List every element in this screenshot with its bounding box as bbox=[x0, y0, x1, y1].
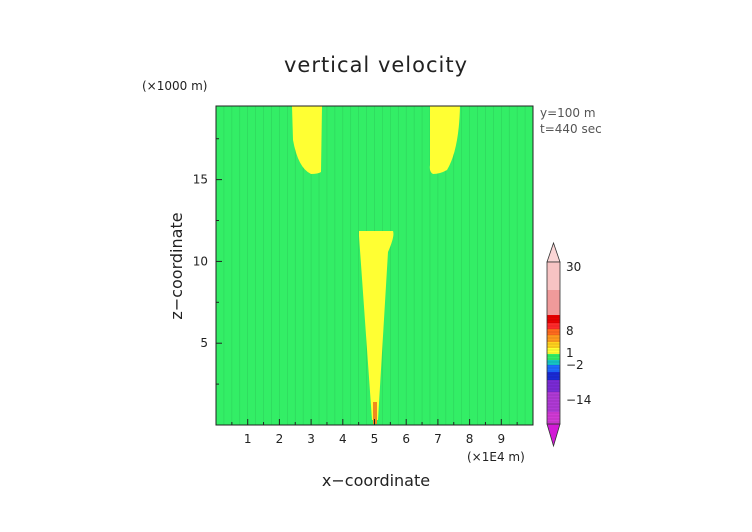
colorbar-band bbox=[547, 360, 560, 365]
colorbar-band bbox=[547, 392, 560, 412]
y-tick-label: 5 bbox=[200, 336, 208, 350]
colorbar-band bbox=[547, 348, 560, 354]
central-column-core bbox=[373, 402, 377, 424]
y-unit-label: (×1000 m) bbox=[142, 79, 207, 93]
upper-right-plume bbox=[429, 106, 460, 174]
y-tick-label: 15 bbox=[193, 173, 208, 187]
x-tick-label: 9 bbox=[497, 432, 505, 446]
central-column bbox=[359, 231, 394, 420]
colorbar-band bbox=[547, 372, 560, 380]
colorbar-top-cap bbox=[546, 241, 561, 263]
colorbar-band bbox=[547, 354, 560, 360]
colorbar-band bbox=[547, 365, 560, 372]
x-axis-title: x−coordinate bbox=[322, 471, 430, 490]
y-axis-title: z−coordinate bbox=[167, 212, 186, 319]
x-axis: 1 2 3 4 5 6 7 8 9 bbox=[231, 419, 518, 446]
colorbar-band bbox=[547, 380, 560, 392]
colorbar-band bbox=[547, 290, 560, 315]
colorbar-band bbox=[547, 329, 560, 335]
plot-area bbox=[215, 105, 534, 426]
colorbar-band bbox=[547, 412, 560, 424]
colorbar-label: 1 bbox=[566, 346, 574, 360]
upper-left-plume bbox=[292, 106, 322, 174]
y-axis: 5 10 15 bbox=[193, 138, 222, 385]
colorbar-band bbox=[547, 323, 560, 329]
x-tick-label: 8 bbox=[466, 432, 474, 446]
y-tick-label: 10 bbox=[193, 254, 208, 268]
colorbar-label: −2 bbox=[566, 358, 584, 372]
colorbar bbox=[546, 241, 561, 448]
colorbar-label: 8 bbox=[566, 324, 574, 338]
colorbar-label: 30 bbox=[566, 260, 581, 274]
x-tick-label: 4 bbox=[339, 432, 347, 446]
x-tick-label: 5 bbox=[371, 432, 379, 446]
x-unit-label: (×1E4 m) bbox=[467, 450, 525, 464]
colorbar-label: −14 bbox=[566, 393, 591, 407]
x-tick-label: 3 bbox=[307, 432, 315, 446]
colorbar-band bbox=[547, 315, 560, 323]
x-tick-label: 1 bbox=[244, 432, 252, 446]
colorbar-labels: 30 8 1 −2 −14 bbox=[566, 260, 591, 407]
x-tick-label: 6 bbox=[402, 432, 410, 446]
annotation-y-position: y=100 m bbox=[540, 106, 596, 120]
colorbar-bottom-cap bbox=[546, 423, 561, 448]
colorbar-band bbox=[547, 342, 560, 348]
colorbar-band bbox=[547, 262, 560, 290]
x-tick-label: 7 bbox=[434, 432, 442, 446]
chart-title: vertical velocity bbox=[284, 53, 468, 77]
colorbar-band bbox=[547, 335, 560, 342]
x-tick-label: 2 bbox=[276, 432, 284, 446]
colorbar-frame bbox=[546, 261, 561, 425]
annotation-time: t=440 sec bbox=[540, 122, 602, 136]
